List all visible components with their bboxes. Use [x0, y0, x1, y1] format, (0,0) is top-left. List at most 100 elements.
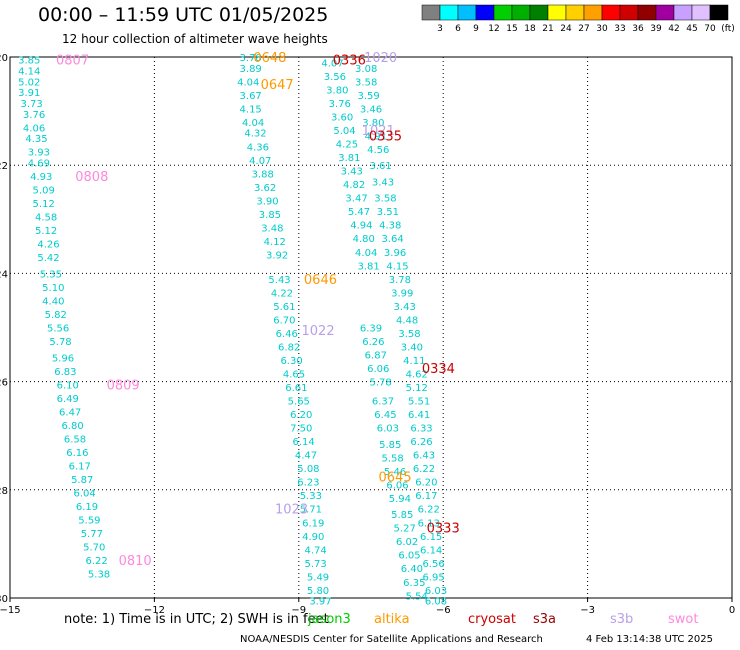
wave-height-value: 6.17: [69, 461, 91, 472]
wave-height-value: 3.47: [345, 194, 367, 205]
colorbar-label: 3: [437, 24, 443, 34]
wave-height-value: 6.08: [425, 597, 447, 608]
wave-height-value: 4.14: [18, 67, 40, 78]
x-tick-label: −9: [291, 605, 306, 616]
colorbar-label: 27: [578, 24, 589, 34]
wave-height-value: 3.59: [357, 91, 379, 102]
wave-height-value: 5.08: [297, 464, 319, 475]
wave-height-value: 3.64: [382, 234, 404, 245]
pass-time-label: 0646: [304, 273, 337, 288]
satellite-legend-jason3: jason3: [308, 612, 351, 627]
colorbar-label: 45: [686, 24, 697, 34]
wave-height-value: 4.69: [28, 158, 50, 169]
x-tick-label: −6: [436, 605, 451, 616]
wave-height-value: 4.04: [242, 118, 264, 129]
colorbar-swatch: [511, 4, 531, 21]
wave-height-value: 4.22: [271, 288, 293, 299]
colorbar-label: 24: [560, 24, 572, 34]
wave-height-value: 3.56: [324, 72, 346, 83]
wave-height-value: 3.91: [18, 88, 40, 99]
chart-grid: [10, 57, 732, 598]
wave-height-value: 3.78: [389, 275, 411, 286]
pass-time-label: 0334: [422, 362, 455, 377]
wave-height-value: 6.14: [420, 545, 442, 556]
wave-height-value: 4.07: [321, 58, 343, 69]
colorbar-swatch: [457, 4, 477, 21]
wave-height-value: 6.10: [57, 380, 79, 391]
note-text: note: 1) Time is in UTC; 2) SWH is in fe…: [64, 612, 329, 627]
wave-height-value: 6.39: [360, 324, 382, 335]
wave-height-value: 6.04: [73, 489, 95, 500]
colorbar-label: 15: [506, 24, 517, 34]
wave-height-value: 4.90: [302, 532, 324, 543]
wave-height-value: 5.96: [52, 353, 74, 364]
wave-height-value: 5.85: [391, 510, 413, 521]
wave-height-value: 5.61: [273, 302, 295, 313]
x-tick-label: −15: [0, 605, 21, 616]
wave-height-value: 4.58: [35, 213, 57, 224]
wave-height-value: 6.13: [418, 518, 440, 529]
pass-time-label: 0333: [427, 522, 460, 537]
wave-height-value: 6.80: [61, 421, 83, 432]
satellite-legend-altika: altika: [374, 612, 410, 627]
wave-height-value: 6.33: [410, 424, 432, 435]
satellite-legend-swot: swot: [668, 612, 699, 627]
wave-height-value: 6.47: [59, 407, 81, 418]
wave-height-value: 4.38: [379, 221, 401, 232]
colorbar-label: 70: [704, 24, 716, 34]
wave-height-value: 3.97: [309, 597, 331, 608]
colorbar-label: 9: [473, 24, 479, 34]
wave-height-value: 6.56: [422, 559, 444, 570]
wave-height-value: 4.93: [30, 172, 52, 183]
wave-height-value: 6.70: [273, 315, 295, 326]
x-tick-label: −3: [580, 605, 595, 616]
wave-height-value: 5.10: [42, 283, 64, 294]
colorbar-swatch: [565, 4, 585, 21]
wave-height-value: 6.05: [398, 551, 420, 562]
wave-height-value: 6.16: [66, 448, 88, 459]
wave-height-value: 3.80: [326, 85, 348, 96]
wave-height-value: 6.26: [362, 337, 384, 348]
colorbar-label: 30: [596, 24, 608, 34]
wave-height-value: 6.61: [285, 383, 307, 394]
wave-height-value: 3.85: [18, 56, 40, 67]
colorbar-swatch: [637, 4, 657, 21]
wave-height-value: 4.91: [365, 131, 387, 142]
wave-height-value: 6.49: [57, 394, 79, 405]
pass-time-label: 1021: [362, 124, 395, 139]
wave-height-value: 3.58: [374, 194, 396, 205]
wave-height-value: 5.70: [83, 543, 105, 554]
wave-height-value: 3.76: [329, 99, 351, 110]
wave-height-value: 4.74: [305, 545, 327, 556]
wave-height-value: 4.94: [350, 221, 372, 232]
satellite-legend-cryosat: cryosat: [468, 612, 516, 627]
wave-height-value: 6.95: [422, 572, 444, 583]
pass-time-label: 0809: [107, 378, 140, 393]
wave-height-value: 5.04: [333, 126, 355, 137]
wave-height-value: 6.15: [420, 532, 442, 543]
wave-height-value: 3.99: [391, 288, 413, 299]
wave-height-value: 3.62: [254, 183, 276, 194]
wave-height-value: 5.46: [384, 467, 406, 478]
wave-height-value: 3.48: [261, 223, 283, 234]
wave-height-value: 6.30: [280, 356, 302, 367]
wave-height-value: 3.81: [338, 153, 360, 164]
wave-height-value: 6.26: [410, 437, 432, 448]
wave-height-value: 3.43: [372, 177, 394, 188]
wave-height-value: 4.47: [295, 451, 317, 462]
colorbar-swatch: [475, 4, 495, 21]
pass-time-label: 0810: [119, 554, 152, 569]
wave-height-value: 3.40: [401, 342, 423, 353]
pass-time-label: 0336: [333, 54, 366, 69]
plot-frame: [9, 56, 733, 599]
wave-height-value: 5.02: [18, 77, 40, 88]
wave-height-value: 5.59: [78, 516, 100, 527]
wave-height-value: 3.93: [28, 148, 50, 159]
wave-height-value: 3.85: [259, 210, 281, 221]
wave-height-value: 5.27: [394, 524, 416, 535]
wave-height-value: 3.96: [384, 248, 406, 259]
y-tick-label: −26: [0, 378, 8, 389]
wave-height-value: 4.32: [244, 129, 266, 140]
wave-height-value: 6.46: [276, 329, 298, 340]
